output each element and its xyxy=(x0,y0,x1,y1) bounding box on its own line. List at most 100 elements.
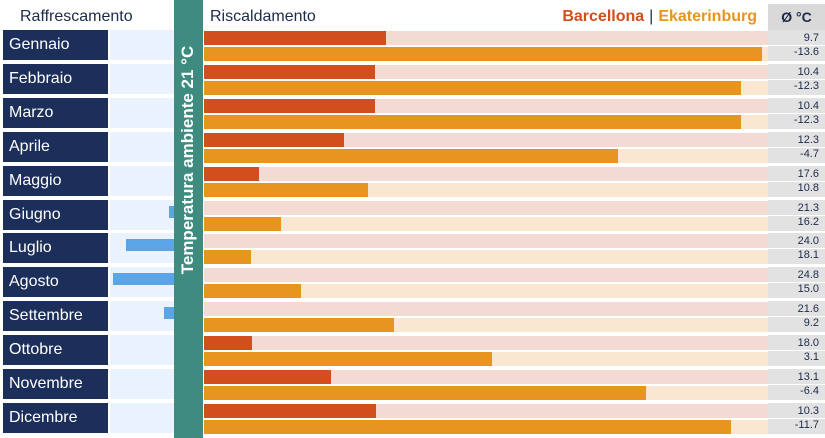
value-barcellona: 17.6 xyxy=(797,167,819,180)
heating-header: Riscaldamento xyxy=(210,8,316,25)
heating-bar xyxy=(204,80,741,95)
value-divider xyxy=(768,248,825,250)
value-divider xyxy=(768,78,825,80)
legend-ekaterinburg: Ekaterinburg xyxy=(658,8,757,25)
cooling-background xyxy=(110,301,174,332)
value-ekaterinburg: 18.1 xyxy=(797,249,819,262)
value-ekaterinburg: 15.0 xyxy=(797,283,819,296)
heating-track xyxy=(204,370,768,384)
cooling-bar xyxy=(126,239,174,252)
value-barcellona: 12.3 xyxy=(797,133,819,146)
value-barcellona: 10.4 xyxy=(797,65,819,78)
value-ekaterinburg: -12.3 xyxy=(793,79,819,92)
heating-track xyxy=(204,250,768,265)
value-barcellona: 13.1 xyxy=(797,371,819,383)
month-label: Gennaio xyxy=(3,30,108,60)
heating-bar xyxy=(204,403,377,418)
heating-track xyxy=(204,132,768,147)
value-ekaterinburg: 16.2 xyxy=(797,215,819,228)
heating-track xyxy=(204,336,768,351)
cooling-background xyxy=(110,335,174,366)
heating-track xyxy=(204,302,768,317)
unit-header: Ø °C xyxy=(768,4,825,30)
value-ekaterinburg: -13.6 xyxy=(793,46,819,58)
value-divider xyxy=(768,316,825,318)
value-ekaterinburg: -6.4 xyxy=(800,385,819,397)
value-divider xyxy=(768,384,825,385)
cooling-background xyxy=(110,369,174,399)
value-barcellona: 21.6 xyxy=(797,303,819,316)
legend-barcellona: Barcellona xyxy=(562,8,645,25)
value-barcellona: 10.4 xyxy=(797,99,819,112)
heating-bar xyxy=(204,352,493,367)
heating-bar xyxy=(204,31,387,45)
heating-bar xyxy=(204,386,646,400)
month-label: Febbraio xyxy=(3,63,108,94)
heating-bar xyxy=(204,318,395,333)
heating-bar xyxy=(204,250,251,265)
ambient-temperature-label: Temperatura ambiente 21 °C xyxy=(178,45,197,275)
cooling-background xyxy=(110,165,174,196)
cooling-background xyxy=(110,402,174,433)
cooling-background xyxy=(110,97,174,128)
heating-bar xyxy=(204,114,741,129)
cooling-background xyxy=(110,30,174,60)
heating-track xyxy=(204,234,768,249)
heating-bar xyxy=(204,47,762,61)
month-label: Novembre xyxy=(3,369,108,399)
value-divider xyxy=(768,350,825,352)
value-barcellona: 21.3 xyxy=(797,201,819,214)
value-divider xyxy=(768,417,825,419)
cooling-background xyxy=(110,63,174,94)
heating-bar xyxy=(204,132,345,147)
value-barcellona: 24.0 xyxy=(797,235,819,248)
value-ekaterinburg: -12.3 xyxy=(793,113,819,126)
heating-track xyxy=(204,268,768,283)
cooling-bar xyxy=(113,273,174,286)
month-label: Luglio xyxy=(3,233,108,264)
ambient-temperature-band xyxy=(174,0,203,438)
heating-bar xyxy=(204,216,282,231)
cooling-background xyxy=(110,131,174,162)
cooling-bar xyxy=(169,205,174,218)
month-label: Ottobre xyxy=(3,335,108,366)
month-label: Maggio xyxy=(3,165,108,196)
cooling-header: Raffrescamento xyxy=(20,8,133,25)
heating-track xyxy=(204,166,768,181)
heating-track xyxy=(204,216,768,231)
value-ekaterinburg: -11.7 xyxy=(794,418,819,431)
cooling-background xyxy=(110,199,174,230)
month-label: Aprile xyxy=(3,131,108,162)
heating-track xyxy=(204,200,768,215)
value-divider xyxy=(768,180,825,182)
heating-bar xyxy=(204,98,375,113)
cooling-bar xyxy=(164,307,174,320)
month-label: Giugno xyxy=(3,199,108,230)
value-divider xyxy=(768,146,825,148)
value-barcellona: 9.7 xyxy=(803,32,819,44)
heating-bar xyxy=(204,419,731,434)
value-ekaterinburg: 9.2 xyxy=(803,317,819,330)
heating-bar xyxy=(204,370,332,384)
value-divider xyxy=(768,45,825,46)
heating-bar xyxy=(204,64,375,79)
month-label: Agosto xyxy=(3,267,108,298)
value-divider xyxy=(768,214,825,216)
value-barcellona: 24.8 xyxy=(797,269,819,282)
heating-bar xyxy=(204,148,619,163)
month-label: Settembre xyxy=(3,301,108,332)
value-barcellona: 18.0 xyxy=(797,337,819,350)
value-divider xyxy=(768,112,825,114)
heating-bar xyxy=(204,284,301,299)
value-divider xyxy=(768,282,825,284)
month-label: Marzo xyxy=(3,97,108,128)
value-ekaterinburg: 3.1 xyxy=(803,351,819,364)
month-label: Dicembre xyxy=(3,402,108,433)
legend-separator: | xyxy=(649,8,654,25)
heating-bar xyxy=(204,166,259,181)
value-barcellona: 10.3 xyxy=(797,404,819,417)
value-ekaterinburg: 10.8 xyxy=(797,181,819,194)
heating-bar xyxy=(204,336,253,351)
heating-bar xyxy=(204,182,369,197)
